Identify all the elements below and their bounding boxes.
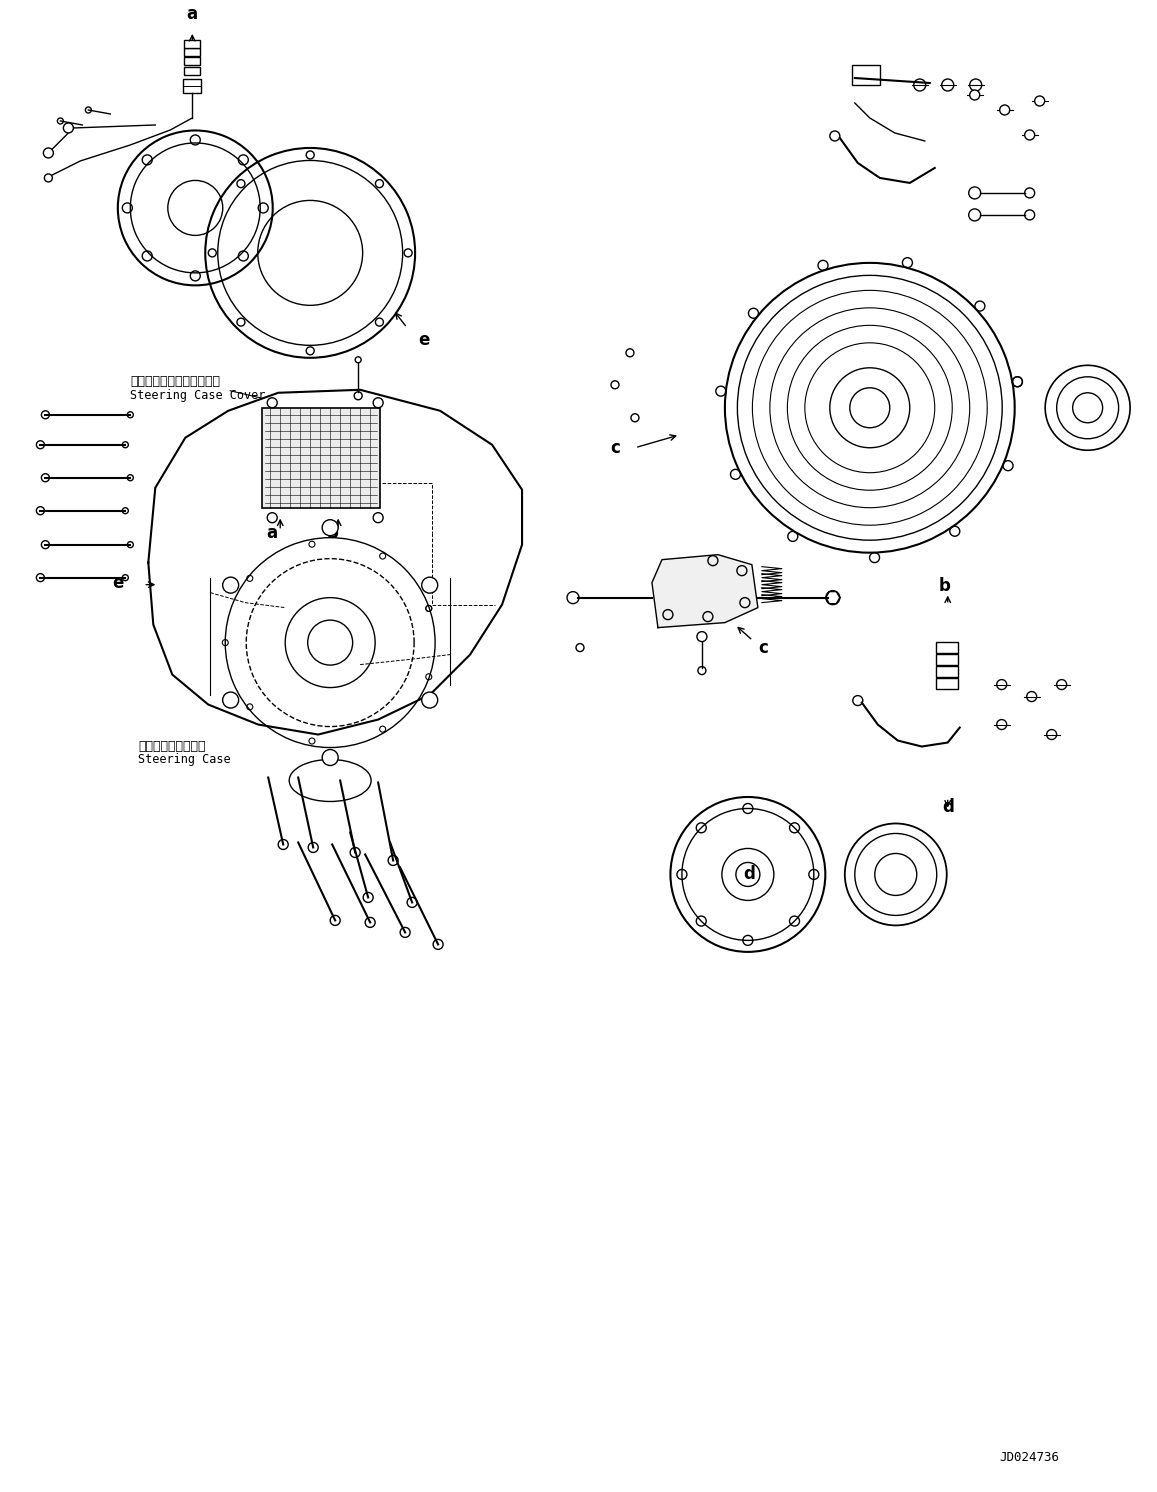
- Circle shape: [421, 577, 437, 594]
- Circle shape: [222, 577, 238, 594]
- Bar: [263, 407, 381, 507]
- Bar: [936, 677, 958, 689]
- Text: e: e: [112, 573, 124, 592]
- Bar: [936, 665, 958, 676]
- Bar: [936, 653, 958, 664]
- Bar: [184, 67, 200, 75]
- Text: d: d: [942, 798, 953, 816]
- Circle shape: [43, 148, 53, 158]
- Text: JD024736: JD024736: [1000, 1452, 1060, 1464]
- Circle shape: [322, 519, 338, 536]
- Bar: [184, 40, 200, 48]
- Text: d: d: [743, 865, 754, 883]
- Circle shape: [1025, 130, 1034, 140]
- Polygon shape: [651, 555, 758, 628]
- Text: a: a: [266, 524, 278, 542]
- Text: e: e: [418, 331, 429, 349]
- Text: c: c: [758, 639, 768, 656]
- Bar: [936, 642, 958, 652]
- Bar: [852, 66, 879, 85]
- Bar: [184, 57, 200, 66]
- Text: ステアリングケースカバー: ステアリングケースカバー: [131, 374, 220, 388]
- Text: Steering Case Cover: Steering Case Cover: [131, 389, 266, 401]
- Circle shape: [1000, 104, 1010, 115]
- Circle shape: [322, 749, 338, 765]
- Circle shape: [1034, 95, 1045, 106]
- Text: b: b: [326, 524, 338, 542]
- Circle shape: [970, 90, 980, 100]
- Text: ステアリングケース: ステアリングケース: [139, 740, 206, 752]
- Text: c: c: [610, 439, 620, 457]
- Bar: [184, 48, 200, 57]
- Bar: [183, 79, 201, 93]
- Circle shape: [421, 692, 437, 709]
- Circle shape: [64, 122, 73, 133]
- Circle shape: [222, 692, 238, 709]
- Text: b: b: [938, 576, 951, 595]
- Text: Steering Case: Steering Case: [139, 752, 231, 765]
- Text: a: a: [186, 4, 198, 22]
